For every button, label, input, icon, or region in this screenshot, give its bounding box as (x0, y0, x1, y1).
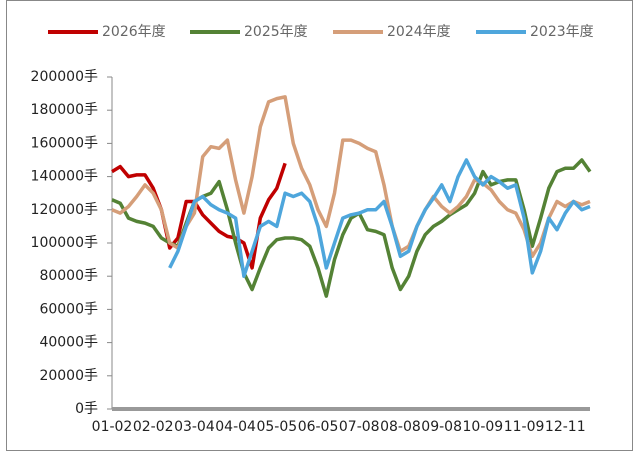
x-tick-label: 01-02 (92, 419, 133, 435)
x-tick-label: 08-08 (380, 419, 421, 435)
x-tick-label: 04-04 (215, 419, 256, 435)
y-tick-label: 40000手 (39, 335, 98, 351)
y-tick-label: 200000手 (31, 69, 98, 85)
y-tick-label: 180000手 (31, 102, 98, 118)
x-tick-label: 03-04 (174, 419, 215, 435)
y-tick-label: 20000手 (39, 368, 98, 384)
legend-label: 2024年度 (387, 24, 451, 40)
y-tick-label: 120000手 (31, 202, 98, 218)
series-line (168, 158, 591, 278)
legend-label: 2026年度 (102, 24, 166, 40)
legend-label: 2025年度 (244, 24, 308, 40)
y-tick-label: 140000手 (31, 169, 98, 185)
x-tick-label: 09-08 (421, 419, 462, 435)
x-tick-label: 11-09 (504, 419, 545, 435)
y-tick-label: 0手 (75, 401, 98, 417)
x-tick-label: 07-08 (339, 419, 380, 435)
x-tick-label: 12-11 (545, 419, 586, 435)
series-line (111, 95, 591, 259)
y-tick-label: 60000手 (39, 301, 98, 317)
legend-label: 2023年度 (530, 24, 594, 40)
x-tick-label: 06-05 (298, 419, 339, 435)
x-tick-label: 05-05 (256, 419, 297, 435)
y-tick-label: 80000手 (39, 268, 98, 284)
y-tick-label: 160000手 (31, 135, 98, 151)
x-tick-label: 02-02 (133, 419, 174, 435)
y-tick-label: 100000手 (31, 235, 98, 251)
x-tick-label: 10-09 (463, 419, 504, 435)
